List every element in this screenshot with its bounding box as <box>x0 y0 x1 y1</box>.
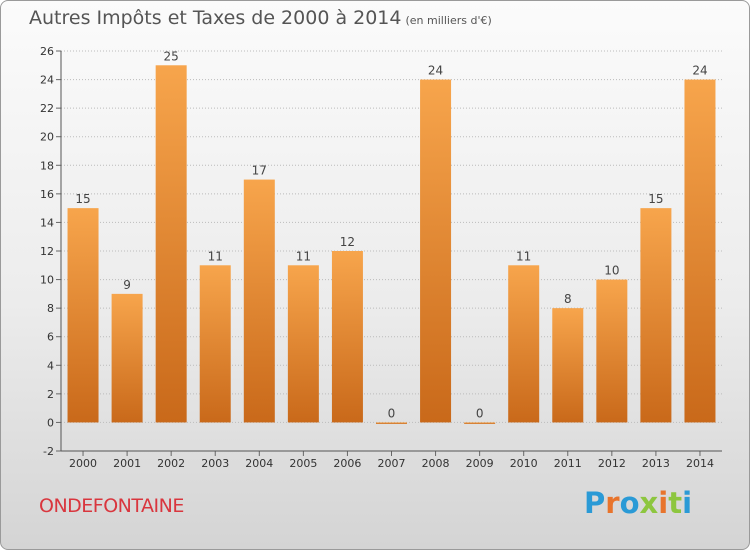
value-label-2001: 9 <box>123 278 131 292</box>
value-label-2006: 12 <box>340 235 355 249</box>
bar-2012 <box>596 279 628 423</box>
x-tick-label-2008: 2008 <box>422 457 450 470</box>
chart-subtitle: (en milliers d'€) <box>405 14 492 27</box>
value-label-2007: 0 <box>388 406 396 420</box>
x-tick-label-2000: 2000 <box>69 457 97 470</box>
value-label-2009: 0 <box>476 406 484 420</box>
y-tick-label: 16 <box>40 188 54 201</box>
value-label-2004: 17 <box>252 164 267 178</box>
value-label-2002: 25 <box>164 49 179 63</box>
proxiti-logo: Proxiti <box>584 486 692 520</box>
bar-2008 <box>420 79 452 423</box>
y-tick-label: -2 <box>43 445 54 458</box>
logo-letter: r <box>605 486 620 520</box>
bar-2004 <box>243 179 275 423</box>
x-tick-label-2004: 2004 <box>245 457 273 470</box>
value-label-2008: 24 <box>428 64 443 78</box>
bar-2014 <box>684 79 716 423</box>
bar-2005 <box>287 265 319 423</box>
y-tick-label: 0 <box>47 416 54 429</box>
bar-2006 <box>331 251 363 423</box>
x-tick-label-2012: 2012 <box>598 457 626 470</box>
logo-letter: x <box>639 486 659 520</box>
x-tick-label-2005: 2005 <box>289 457 317 470</box>
y-tick-label: 26 <box>40 45 54 58</box>
chart-title: Autres Impôts et Taxes de 2000 à 2014 (en… <box>29 7 492 29</box>
y-tick-label: 24 <box>40 74 54 87</box>
x-tick-label-2003: 2003 <box>201 457 229 470</box>
x-tick-label-2011: 2011 <box>554 457 582 470</box>
bar-2009 <box>464 422 496 424</box>
x-tick-label-2006: 2006 <box>333 457 361 470</box>
bar-2013 <box>640 208 672 423</box>
bar-2001 <box>111 293 143 423</box>
y-tick-label: 14 <box>40 216 54 229</box>
logo-letter: i <box>682 486 693 520</box>
x-tick-label-2007: 2007 <box>378 457 406 470</box>
y-tick-label: 22 <box>40 102 54 115</box>
chart-title-text: Autres Impôts et Taxes de 2000 à 2014 <box>29 7 402 29</box>
bars <box>67 65 716 424</box>
y-tick-label: 18 <box>40 159 54 172</box>
commune-name: ONDEFONTAINE <box>39 495 184 517</box>
y-tick-label: 20 <box>40 131 54 144</box>
logo-letter: P <box>584 486 606 520</box>
x-tick-label-2010: 2010 <box>510 457 538 470</box>
bar-2007 <box>376 422 407 424</box>
y-tick-label: 8 <box>47 302 54 315</box>
bar-2002 <box>155 65 187 423</box>
y-tick-label: 12 <box>40 245 54 258</box>
value-label-2010: 11 <box>516 249 531 263</box>
value-label-2014: 24 <box>692 64 707 78</box>
value-label-2000: 15 <box>75 192 90 206</box>
value-label-2005: 11 <box>296 249 311 263</box>
value-label-2013: 15 <box>648 192 663 206</box>
bar-2000 <box>67 208 99 423</box>
value-label-2011: 8 <box>564 292 572 306</box>
x-tick-label-2001: 2001 <box>113 457 141 470</box>
bar-2011 <box>552 308 584 423</box>
bar-2003 <box>199 265 231 423</box>
y-tick-label: 10 <box>40 274 54 287</box>
value-label-2003: 11 <box>208 249 223 263</box>
x-tick-label-2014: 2014 <box>686 457 714 470</box>
data-labels: 15 9 25 11 17 11 12 0 24 0 11 8 10 15 24 <box>75 49 707 420</box>
logo-letter: o <box>619 486 640 520</box>
value-label-2012: 10 <box>604 264 619 278</box>
logo-letter: t <box>668 486 683 520</box>
y-tick-label: 4 <box>47 359 54 372</box>
logo-letter: i <box>658 486 669 520</box>
x-tick-label-2002: 2002 <box>157 457 185 470</box>
bar-2010 <box>508 265 540 423</box>
y-tick-label: 6 <box>47 331 54 344</box>
x-tick-label-2013: 2013 <box>642 457 670 470</box>
x-tick-label-2009: 2009 <box>466 457 494 470</box>
y-tick-label: 2 <box>47 388 54 401</box>
